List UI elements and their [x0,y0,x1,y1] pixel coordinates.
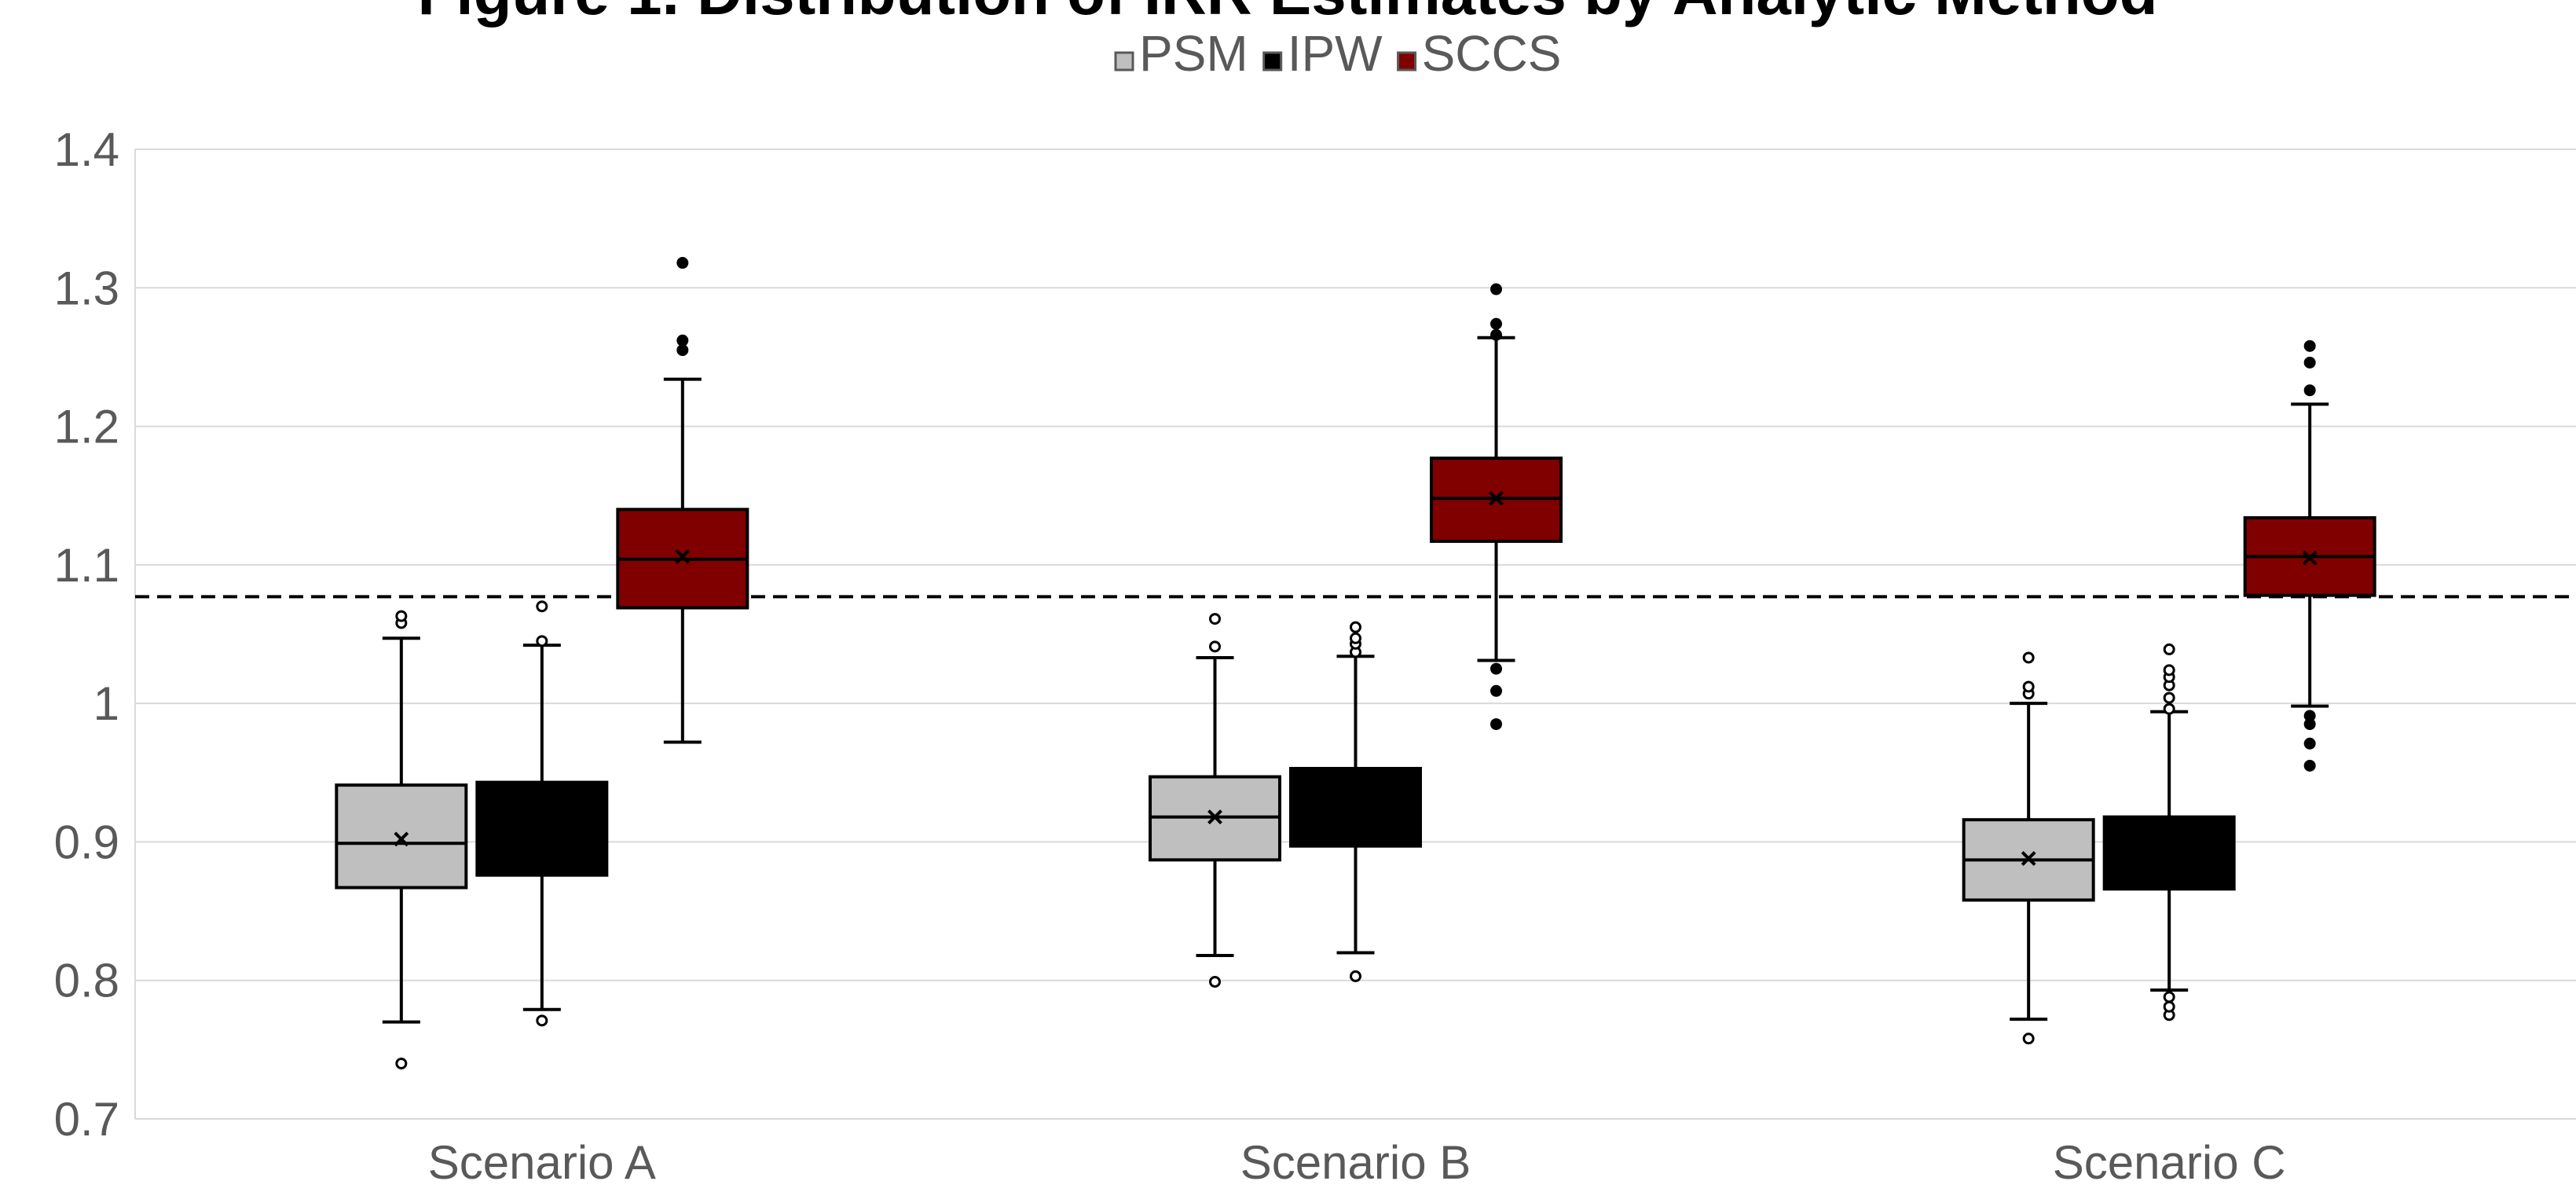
mean-marker [394,831,409,847]
mean-marker [1207,809,1222,825]
box-ipw-scenario-c [2102,643,2236,1021]
outlier-point [2022,651,2035,664]
outlier-point [1350,632,1361,644]
outlier-point [676,334,689,347]
outlier-point [2303,759,2316,772]
outlier-point [395,610,408,622]
outlier-point [2303,339,2316,352]
legend-item-psm: PSM [1114,25,1248,82]
outlier-point [676,257,689,270]
y-tick-label: 1.4 [54,123,119,176]
outlier-point [1350,970,1361,982]
legend-label: SCCS [1422,25,1562,82]
y-tick-label: 1 [93,677,119,730]
y-tick-label: 0.8 [54,955,119,1007]
outlier-point [1209,975,1221,988]
outlier-point [2303,710,2316,722]
outlier-point [536,600,548,613]
x-category-label: Scenario C [2053,1136,2286,1188]
outlier-point [1490,662,1502,675]
outlier-point [2303,737,2316,750]
box-sccs-scenario-c [2243,339,2376,772]
y-tick-label: 1.3 [54,262,119,314]
y-tick-label: 0.9 [54,816,119,868]
mean-marker [2161,845,2177,860]
outlier-point [2163,991,2175,1003]
outlier-point [536,635,548,647]
outlier-point [2022,680,2035,693]
mean-marker [1348,799,1363,815]
box-psm-scenario-a [335,610,468,1069]
box-iqr [335,783,468,889]
outlier-point [1209,640,1221,653]
box-ipw-scenario-b [1289,621,1422,982]
box-sccs-scenario-a [616,257,749,744]
outlier-point [2163,691,2175,704]
outlier-point [536,1014,548,1027]
outlier-point [1490,718,1502,731]
outlier-point [2303,356,2316,369]
outlier-point [2022,1032,2035,1045]
outlier-point [1490,283,1502,295]
outlier-point [1350,621,1361,633]
box-series [335,257,2376,1069]
x-axis: Scenario A Scenario B Scenario C [428,1136,2286,1189]
y-tick-label: 0.7 [54,1093,119,1146]
mean-marker [534,820,550,836]
outlier-point [1490,328,1502,341]
legend-swatch [1262,51,1283,72]
mean-marker [675,548,691,564]
outlier-point [1209,613,1221,625]
x-category-label: Scenario A [428,1136,656,1188]
legend-label: PSM [1139,25,1248,82]
mean-marker [2021,851,2036,866]
x-category-label: Scenario B [1240,1136,1471,1188]
y-tick-label: 1.1 [54,539,119,592]
outlier-point [2163,702,2175,715]
legend-swatch [1114,51,1134,72]
box-sccs-scenario-b [1430,283,1563,731]
legend-item-ipw: IPW [1262,25,1383,82]
outlier-point [395,1057,408,1069]
box-ipw-scenario-a [475,600,609,1027]
mean-marker [1489,490,1504,506]
y-axis: 0.7 0.8 0.9 1 1.1 1.2 1.3 1.4 [54,123,136,1146]
legend: PSM IPW SCCS [1114,25,1562,82]
outlier-point [676,344,689,357]
legend-swatch [1397,51,1417,72]
legend-label: IPW [1288,25,1383,82]
box-psm-scenario-b [1149,613,1281,988]
outlier-point [2163,1000,2175,1013]
chart-title: Figure 1. Distribution of IRR Estimates … [417,0,2157,28]
y-tick-label: 1.2 [54,401,119,453]
mean-marker [2302,550,2318,566]
outlier-point [1490,317,1502,330]
legend-item-sccs: SCCS [1397,25,1562,82]
box-psm-scenario-c [1962,651,2095,1045]
outlier-point [2163,643,2175,655]
outlier-point [2163,664,2175,677]
outlier-point [2303,384,2316,397]
outlier-point [1490,684,1502,697]
